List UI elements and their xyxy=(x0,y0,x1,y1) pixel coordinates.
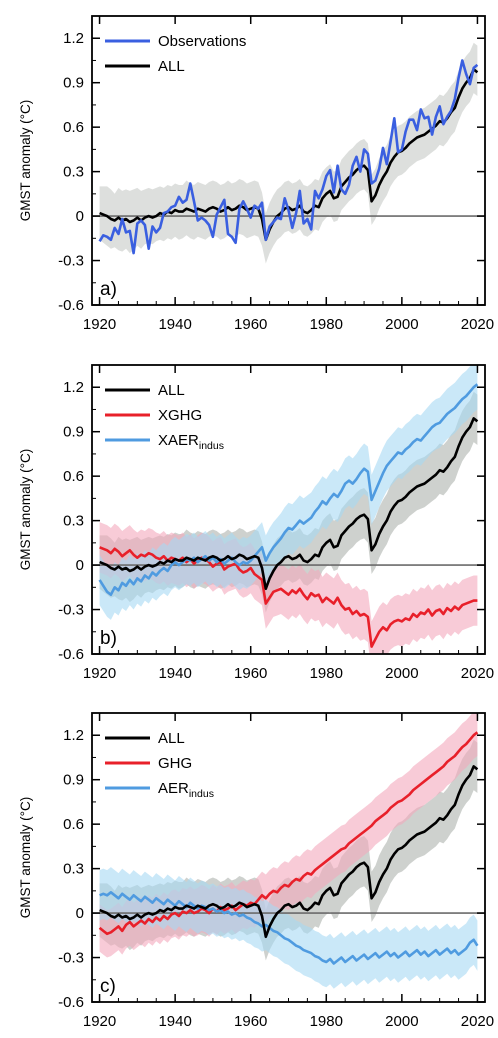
legend-label: GHG xyxy=(158,755,192,772)
y-tick-label: -0.3 xyxy=(58,602,84,619)
legend: ALL GHG AERindus xyxy=(105,730,214,800)
series-line-all xyxy=(99,765,479,939)
legend-label: AERindus xyxy=(158,780,214,800)
x-tick-label: 2020 xyxy=(461,1013,494,1030)
y-tick-label: 1.2 xyxy=(63,727,84,744)
y-tick-label: 0.9 xyxy=(63,772,84,789)
y-axis-label: GMST anomaly (°C) xyxy=(18,449,33,570)
panel-3: -0.6 -0.3 0 0.3 0.6 0.9 1.2 1920 1940 1960 1980 200… xyxy=(18,712,494,1030)
series-line-observations xyxy=(98,59,479,255)
x-tick-label: 1940 xyxy=(158,316,191,333)
x-tick-label: 1980 xyxy=(310,1013,343,1030)
x-tick-label: 1920 xyxy=(83,665,116,682)
series-line-all xyxy=(99,417,479,591)
x-tick-label: 1980 xyxy=(310,316,343,333)
x-tick-label: 1920 xyxy=(83,1013,116,1030)
plot-area xyxy=(92,713,485,989)
y-tick-label: 0.6 xyxy=(63,816,84,833)
y-tick-label: 0.6 xyxy=(63,119,84,136)
y-tick-label: 0.9 xyxy=(63,75,84,92)
y-tick-label: 0.3 xyxy=(63,513,84,530)
x-tick-label: 1940 xyxy=(158,665,191,682)
y-tick-label: -0.6 xyxy=(58,994,84,1011)
y-tick-label: 0 xyxy=(76,208,84,225)
x-tick-label: 2000 xyxy=(385,665,418,682)
x-tick-label: 2000 xyxy=(385,316,418,333)
series-line-xghg xyxy=(99,546,478,648)
legend-label-subscript: indus xyxy=(189,788,214,800)
y-tick-label: 0 xyxy=(76,905,84,922)
plot-frame xyxy=(91,15,486,306)
y-tick-label: 0.3 xyxy=(63,861,84,878)
y-tick-label: 0.6 xyxy=(63,468,84,485)
x-tick-label: 2000 xyxy=(385,1013,418,1030)
x-tick-label: 1960 xyxy=(234,1013,267,1030)
band-aer xyxy=(99,867,478,989)
x-tick-label: 1960 xyxy=(234,316,267,333)
panel-label: a) xyxy=(100,279,117,300)
legend: Observations ALL xyxy=(105,33,246,75)
band-xaer xyxy=(99,365,478,620)
y-tick-label: 1.2 xyxy=(63,30,84,47)
legend-label: XGHG xyxy=(158,407,202,424)
y-tick-label: -0.3 xyxy=(58,950,84,967)
series-line-xaer xyxy=(98,383,479,596)
y-tick-label: -0.6 xyxy=(58,297,84,314)
legend-label: ALL xyxy=(158,58,185,75)
x-tick-label: 2020 xyxy=(461,665,494,682)
legend-label: Observations xyxy=(158,33,246,50)
y-tick-label: 0.9 xyxy=(63,424,84,441)
panel-label: c) xyxy=(100,976,116,997)
series-line-ghg xyxy=(98,731,479,936)
y-axis-label: GMST anomaly (°C) xyxy=(18,797,33,918)
plot-area xyxy=(92,42,485,264)
legend-label: ALL xyxy=(158,730,185,747)
series-line-aer xyxy=(99,891,479,965)
x-tick-label: 1980 xyxy=(310,665,343,682)
legend-label: ALL xyxy=(158,382,185,399)
x-tick-label: 2020 xyxy=(461,316,494,333)
legend-label-subscript: indus xyxy=(199,440,224,452)
panel-2: -0.6 -0.3 0 0.3 0.6 0.9 1.2 1920 1940 1960 1980 200… xyxy=(18,364,494,682)
panel-label: b) xyxy=(100,628,117,649)
legend: ALL XGHG XAERindus xyxy=(105,382,224,452)
x-tick-label: 1940 xyxy=(158,1013,191,1030)
y-tick-label: -0.6 xyxy=(58,646,84,663)
band-all xyxy=(99,42,478,264)
legend-label: XAERindus xyxy=(158,432,224,452)
y-tick-label: 0.3 xyxy=(63,164,84,181)
y-tick-label: -0.3 xyxy=(58,253,84,270)
plot-area xyxy=(92,365,485,654)
y-tick-label: 0 xyxy=(76,557,84,574)
y-axis-label: GMST anomaly (°C) xyxy=(18,100,33,221)
x-tick-label: 1960 xyxy=(234,665,267,682)
x-tick-label: 1920 xyxy=(83,316,116,333)
panel-1: -0.6 -0.3 0 0.3 0.6 0.9 1.2 1920 1940 1960 1980 200… xyxy=(18,15,494,333)
y-tick-label: 1.2 xyxy=(63,379,84,396)
